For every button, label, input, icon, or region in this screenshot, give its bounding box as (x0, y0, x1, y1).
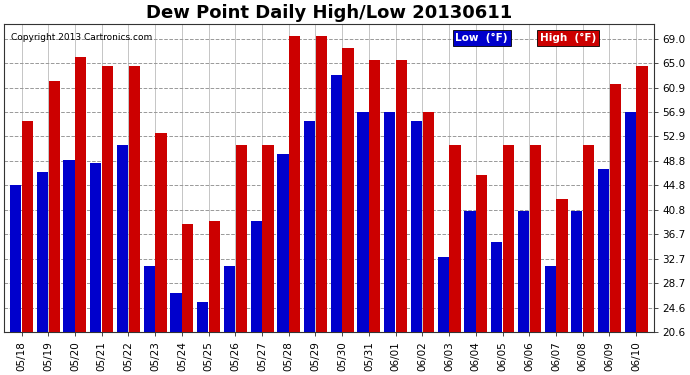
Bar (144, 266, 155, 332)
Bar (289, 36, 300, 332)
Bar (22, 121, 33, 332)
Bar (75, 57, 86, 332)
Bar (423, 111, 434, 332)
Bar (583, 145, 594, 332)
Bar (102, 66, 113, 332)
Bar (636, 66, 648, 332)
Bar (529, 145, 541, 332)
Bar (357, 111, 368, 332)
Bar (491, 242, 502, 332)
Text: High  (°F): High (°F) (540, 33, 596, 43)
Bar (155, 133, 167, 332)
Bar (449, 145, 461, 332)
Bar (235, 145, 247, 332)
Text: Copyright 2013 Cartronics.com: Copyright 2013 Cartronics.com (10, 33, 152, 42)
Bar (384, 111, 395, 332)
Bar (556, 200, 567, 332)
Title: Dew Point Daily High/Low 20130611: Dew Point Daily High/Low 20130611 (146, 4, 512, 22)
Bar (503, 145, 514, 332)
Bar (464, 211, 475, 332)
Bar (262, 145, 273, 332)
Bar (518, 211, 529, 332)
Bar (598, 169, 609, 332)
Bar (224, 266, 235, 332)
Bar (331, 75, 342, 332)
Bar (476, 175, 487, 332)
Bar (90, 163, 101, 332)
Bar (396, 60, 407, 332)
Bar (316, 36, 327, 332)
Text: Low  (°F): Low (°F) (455, 33, 508, 43)
Bar (117, 145, 128, 332)
Bar (610, 84, 621, 332)
Bar (250, 220, 262, 332)
Bar (182, 224, 193, 332)
Bar (304, 121, 315, 332)
Bar (437, 257, 449, 332)
Bar (411, 121, 422, 332)
Bar (369, 60, 380, 332)
Bar (209, 220, 220, 332)
Bar (63, 160, 75, 332)
Bar (10, 185, 21, 332)
Bar (342, 48, 354, 332)
Bar (129, 66, 140, 332)
Bar (571, 211, 582, 332)
Bar (37, 172, 48, 332)
Bar (197, 302, 208, 332)
Bar (624, 111, 636, 332)
Bar (544, 266, 555, 332)
Bar (48, 81, 60, 332)
Bar (170, 293, 181, 332)
Bar (277, 154, 288, 332)
